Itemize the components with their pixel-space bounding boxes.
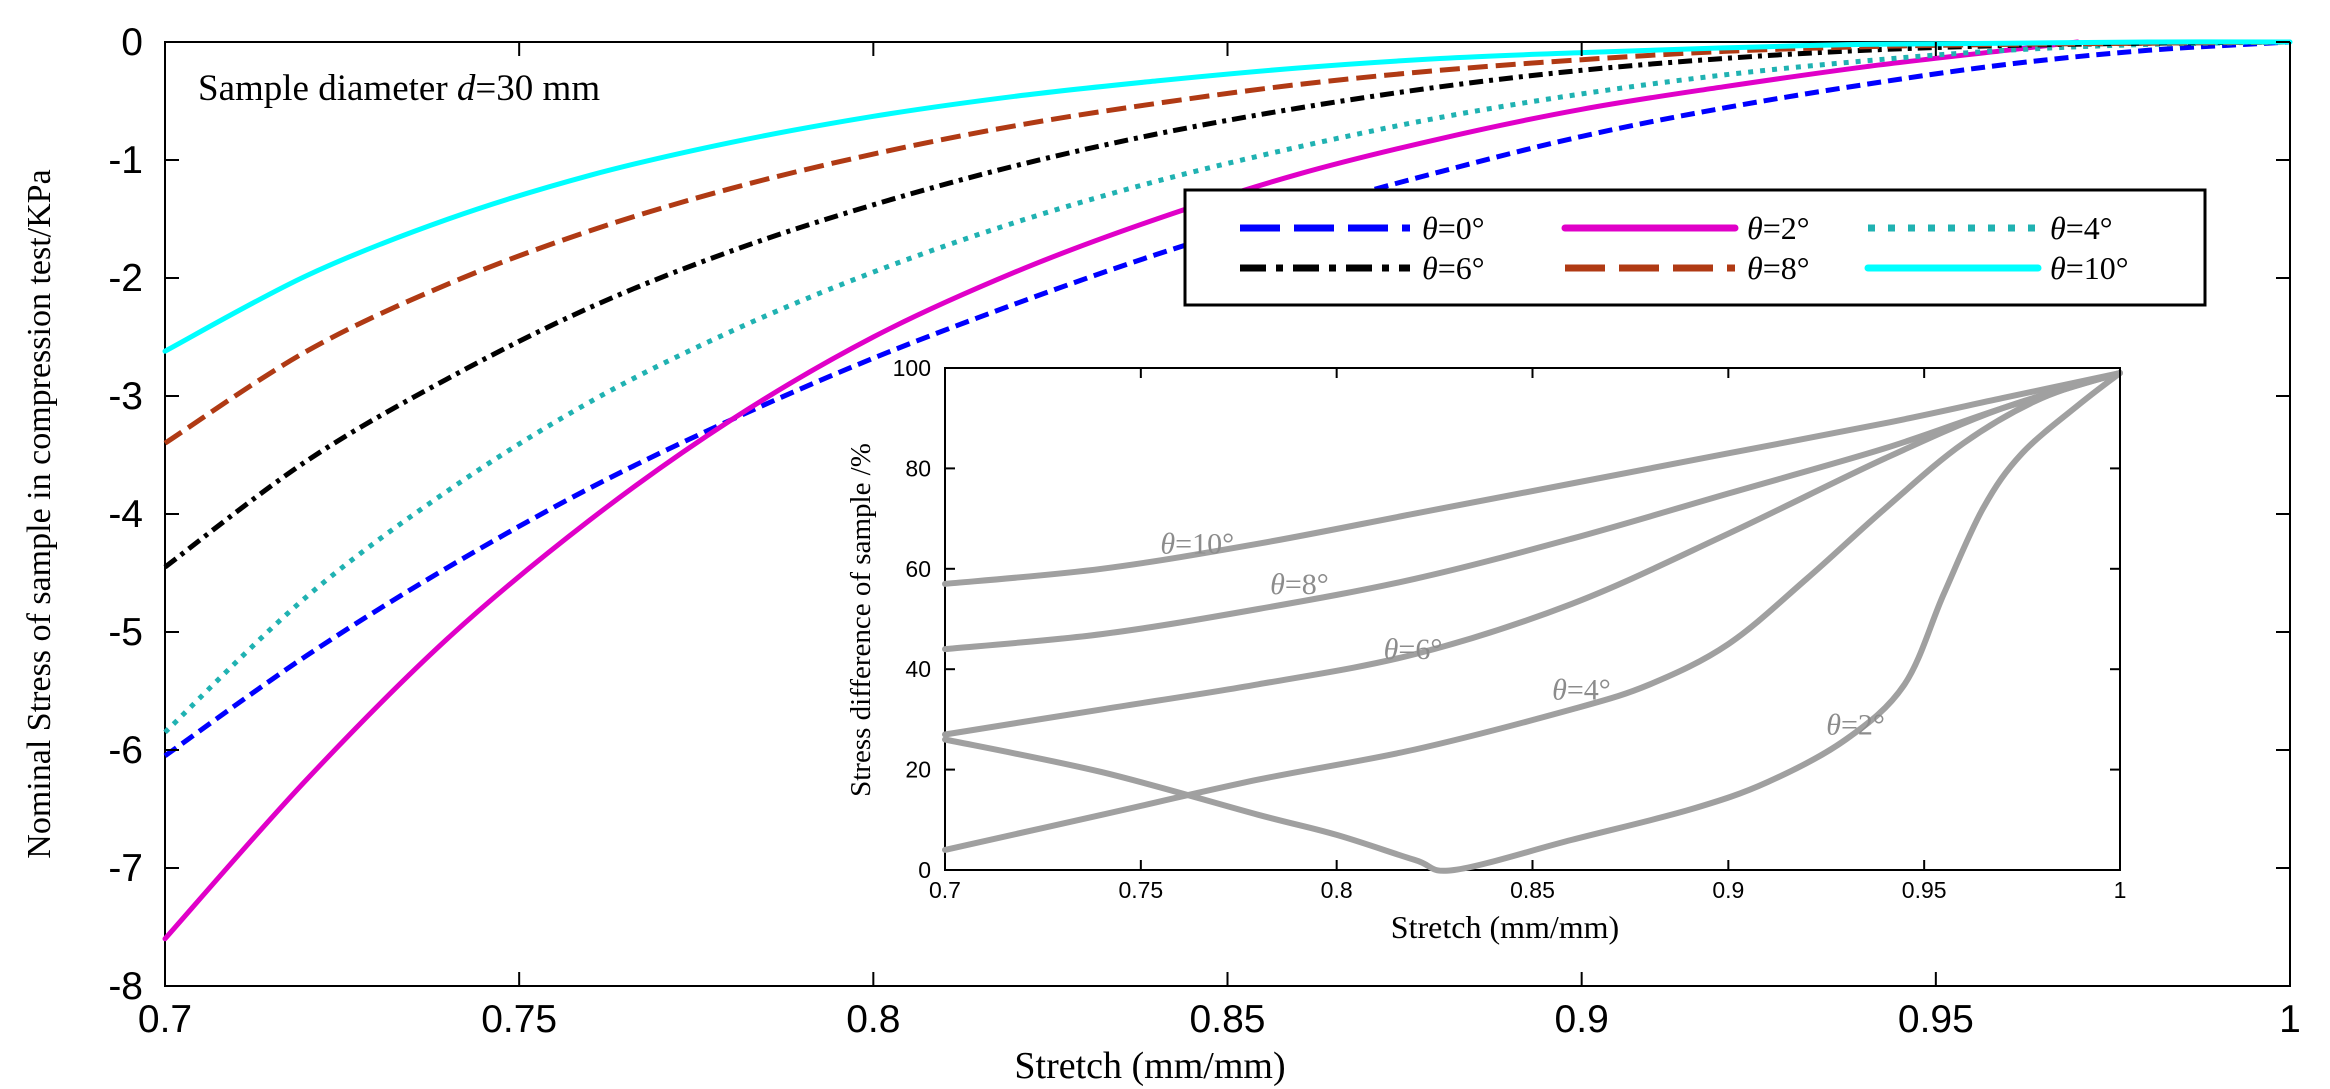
main-series-line-2 xyxy=(163,39,2291,735)
legend-items: θ=0° θ=2° θ=4° θ=6° θ=8° θ=10° xyxy=(1240,210,2129,286)
main-y-tick-label: -3 xyxy=(108,375,143,418)
inset-ticks: 0.7 0.75 0.8 0.85 0.9 0.95 1 0 20 40 60 80 100 xyxy=(893,355,2127,903)
legend: θ=0° θ=2° θ=4° θ=6° θ=8° θ=10° xyxy=(1183,188,2207,307)
main-y-axis-label: Nominal Stress of sample in compression … xyxy=(21,169,58,858)
main-y-tick-label: -7 xyxy=(108,847,143,890)
legend-label-4: θ=8° xyxy=(1747,250,1810,286)
inset-series-label-4: θ=2° xyxy=(1826,708,1885,741)
inset-y-tick-label: 100 xyxy=(893,355,931,381)
inset-series-line-3 xyxy=(942,370,2123,853)
inset-x-tick-label: 0.8 xyxy=(1321,877,1353,903)
inset-x-tick-label: 0.95 xyxy=(1902,877,1947,903)
sample-diameter-annotation: Sample diameter d=30 mm xyxy=(198,68,600,109)
inset-chart: 0.7 0.75 0.8 0.85 0.9 0.95 1 0 20 40 60 80 100 θ=10°… xyxy=(845,355,2126,945)
inset-series-label-1: θ=8° xyxy=(1270,568,1329,601)
inset-y-axis-label: Stress difference of sample /% xyxy=(845,443,877,797)
inset-series-line-0 xyxy=(942,370,2123,587)
main-x-tick-label: 0.75 xyxy=(481,998,557,1041)
main-y-tick-label: -6 xyxy=(108,729,143,772)
inset-series-line-2 xyxy=(942,370,2123,738)
inset-series-group xyxy=(942,370,2123,874)
inset-x-axis-label: Stretch (mm/mm) xyxy=(1391,909,1619,945)
inset-series-label-0: θ=10° xyxy=(1160,528,1234,561)
inset-series-line-4 xyxy=(942,370,2123,874)
inset-x-tick-label: 0.7 xyxy=(929,877,961,903)
inset-series-label-2: θ=6° xyxy=(1384,633,1443,666)
inset-y-tick-label: 40 xyxy=(905,656,931,682)
inset-x-tick-label: 0.85 xyxy=(1510,877,1555,903)
main-series-group xyxy=(162,39,2293,942)
legend-box xyxy=(1183,188,2207,307)
inset-x-tick-label: 0.75 xyxy=(1118,877,1163,903)
legend-label-1: θ=2° xyxy=(1747,210,1810,246)
main-x-tick-label: 0.8 xyxy=(846,998,900,1041)
inset-x-tick-label: 0.9 xyxy=(1712,877,1744,903)
main-ticks: 0.7 0.75 0.8 0.85 0.9 0.95 1 0 -1 -2 -3 -4 -5 -6 -7 -8 xyxy=(108,21,2301,1041)
main-x-tick-label: 0.85 xyxy=(1190,998,1266,1041)
main-series-line-5 xyxy=(162,39,2293,354)
main-x-tick-label: 1 xyxy=(2279,998,2301,1041)
legend-label-5: θ=10° xyxy=(2050,250,2129,286)
main-x-axis-label: Stretch (mm/mm) xyxy=(1014,1045,1285,1087)
inset-series-labels: θ=10° θ=8° θ=6° θ=4° θ=2° xyxy=(1160,528,1885,742)
main-x-tick-label: 0.95 xyxy=(1898,998,1974,1041)
main-y-tick-label: -4 xyxy=(108,493,143,536)
inset-y-tick-label: 60 xyxy=(905,556,931,582)
inset-y-tick-label: 20 xyxy=(905,757,931,783)
main-y-tick-label: -5 xyxy=(108,611,143,654)
main-y-tick-label: -8 xyxy=(108,965,143,1008)
inset-y-tick-label: 0 xyxy=(918,857,931,883)
legend-label-3: θ=6° xyxy=(1422,250,1485,286)
inset-y-tick-label: 80 xyxy=(905,455,931,481)
main-x-tick-label: 0.9 xyxy=(1555,998,1609,1041)
inset-series-label-3: θ=4° xyxy=(1552,673,1611,706)
inset-x-tick-label: 1 xyxy=(2114,877,2127,903)
main-y-tick-label: -1 xyxy=(108,139,143,182)
main-series-line-1 xyxy=(162,39,2080,942)
legend-label-0: θ=0° xyxy=(1422,210,1485,246)
main-y-tick-label: -2 xyxy=(108,257,143,300)
main-x-tick-label: 0.7 xyxy=(138,998,192,1041)
legend-label-2: θ=4° xyxy=(2050,210,2113,246)
main-y-tick-label: 0 xyxy=(121,21,143,64)
